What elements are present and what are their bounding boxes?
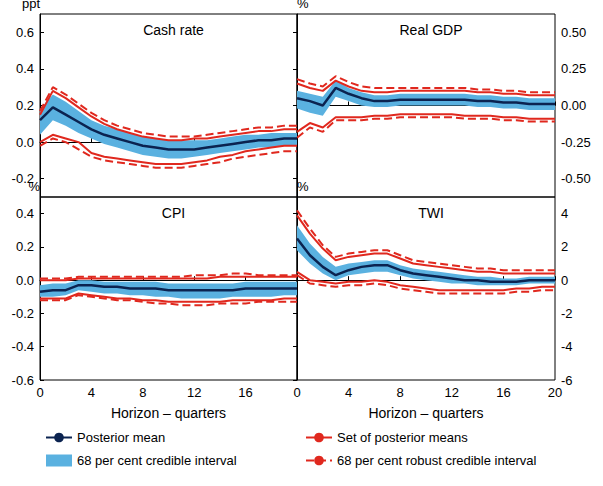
svg-text:4: 4 (88, 385, 95, 400)
svg-text:0: 0 (561, 273, 568, 288)
svg-text:20: 20 (548, 385, 562, 400)
svg-text:16: 16 (238, 385, 252, 400)
svg-text:12: 12 (187, 385, 201, 400)
svg-text:0.00: 0.00 (561, 98, 586, 113)
svg-text:0: 0 (36, 385, 43, 400)
svg-text:0.6: 0.6 (16, 25, 34, 40)
svg-text:2: 2 (561, 239, 568, 254)
svg-text:0.4: 0.4 (16, 61, 34, 76)
svg-text:Cash rate: Cash rate (143, 22, 204, 38)
svg-text:0: 0 (293, 385, 300, 400)
svg-text:%: % (297, 0, 309, 11)
svg-text:68 per cent robust credible in: 68 per cent robust credible interval (337, 453, 537, 468)
svg-text:0.50: 0.50 (561, 25, 586, 40)
svg-text:-0.25: -0.25 (561, 135, 591, 150)
svg-text:12: 12 (445, 385, 459, 400)
svg-text:Set of posterior means: Set of posterior means (337, 430, 468, 445)
svg-text:-0.2: -0.2 (12, 171, 34, 186)
svg-text:TWI: TWI (418, 205, 444, 221)
svg-text:8: 8 (397, 385, 404, 400)
svg-text:68 per cent credible interval: 68 per cent credible interval (77, 453, 237, 468)
svg-text:Posterior mean: Posterior mean (77, 430, 165, 445)
svg-text:Real GDP: Real GDP (399, 22, 462, 38)
svg-text:4: 4 (561, 206, 568, 221)
svg-text:Horizon – quarters: Horizon – quarters (111, 405, 226, 421)
svg-text:16: 16 (496, 385, 510, 400)
svg-text:Horizon – quarters: Horizon – quarters (368, 405, 483, 421)
svg-text:0.0: 0.0 (16, 273, 34, 288)
svg-text:0.2: 0.2 (16, 239, 34, 254)
svg-text:0.25: 0.25 (561, 61, 586, 76)
svg-text:CPI: CPI (162, 205, 185, 221)
svg-text:ppt: ppt (22, 0, 40, 11)
svg-text:-6: -6 (561, 373, 573, 388)
svg-text:-4: -4 (561, 339, 573, 354)
svg-text:-0.4: -0.4 (12, 339, 34, 354)
svg-text:8: 8 (139, 385, 146, 400)
svg-text:%: % (297, 179, 309, 194)
svg-text:-2: -2 (561, 306, 573, 321)
svg-text:0.0: 0.0 (16, 135, 34, 150)
svg-text:4: 4 (345, 385, 352, 400)
svg-text:0.2: 0.2 (16, 98, 34, 113)
svg-text:0.4: 0.4 (16, 206, 34, 221)
svg-text:-0.2: -0.2 (12, 306, 34, 321)
svg-text:-0.50: -0.50 (561, 171, 591, 186)
svg-text:-0.6: -0.6 (12, 373, 34, 388)
